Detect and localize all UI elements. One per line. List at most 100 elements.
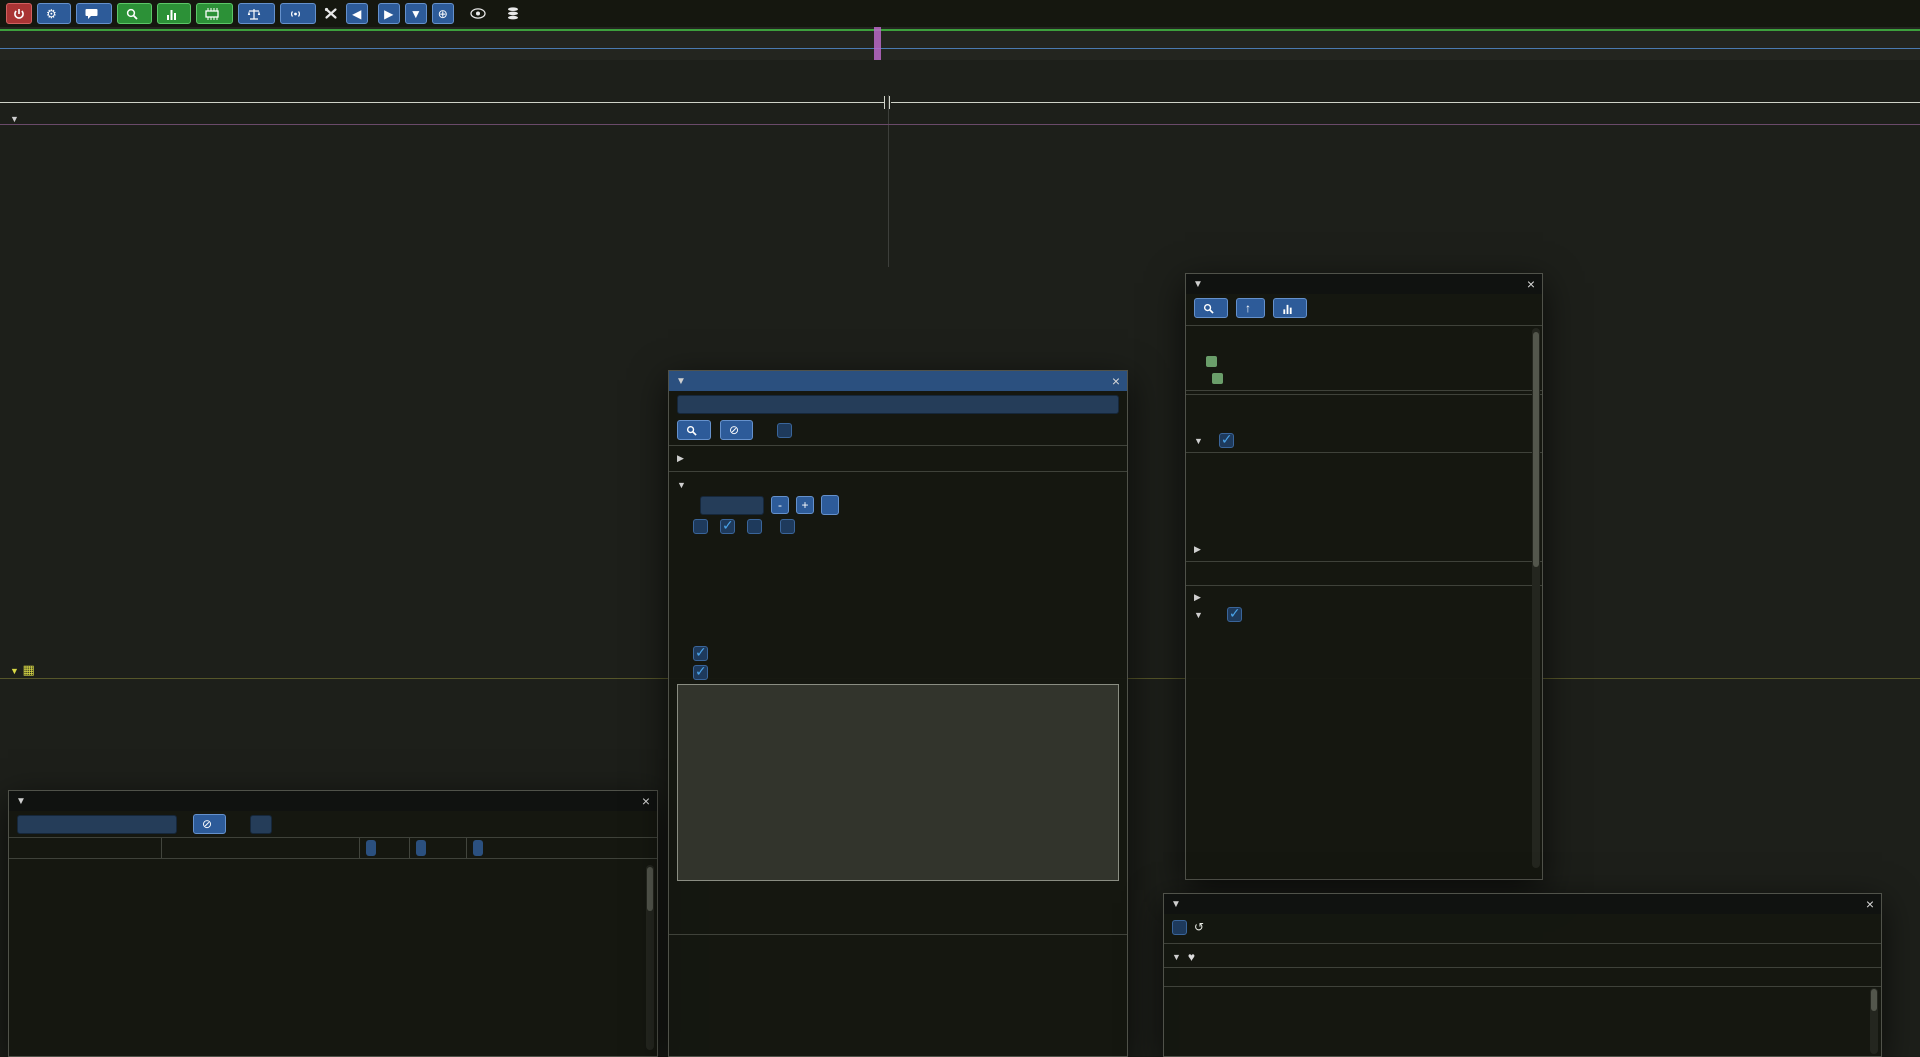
self-time-checkbox[interactable]	[780, 518, 795, 534]
zoom-to-zone-button[interactable]	[1194, 298, 1228, 318]
up-arrow-icon: ↑	[1245, 301, 1251, 315]
frame-overview-strip[interactable]	[0, 27, 1920, 60]
cumulate-time-checkbox[interactable]	[747, 518, 762, 534]
eye-icon	[470, 8, 486, 19]
zone-statistics-button[interactable]	[1273, 298, 1307, 318]
history-icon: ↺	[1194, 920, 1205, 934]
prev-frame-button[interactable]: ◀	[345, 3, 368, 24]
find-zone-titlebar[interactable]: ▼ ×	[669, 371, 1127, 391]
frame-dropdown-button[interactable]: ▼	[404, 3, 427, 24]
group-children-checkbox[interactable]	[1226, 606, 1242, 622]
zone-search-input[interactable]	[677, 395, 1119, 414]
increase-bin-button[interactable]: +	[796, 496, 814, 514]
zone-info-titlebar[interactable]: ▼ ×	[1186, 274, 1542, 294]
overview-average-line	[0, 48, 1920, 49]
time-relative-checkbox[interactable]	[1218, 432, 1234, 448]
statistics-window: ▼ × ⊘	[8, 790, 658, 1057]
find-button[interactable]	[677, 420, 711, 440]
min-bin-input[interactable]	[700, 495, 764, 515]
toolbar: ⚙ ◀ ▶ ▼ ⊕	[0, 0, 1920, 27]
power-button[interactable]	[6, 3, 32, 24]
database-icon	[507, 7, 519, 20]
ignore-case-checkbox[interactable]	[777, 422, 793, 438]
speech-bubble-icon	[85, 8, 98, 20]
overview-view-marker[interactable]	[874, 27, 881, 60]
show-avg-median-checkbox[interactable]	[693, 644, 708, 661]
options-button[interactable]: ⚙	[37, 3, 71, 24]
close-icon[interactable]: ×	[1865, 896, 1874, 912]
memory-scrollbar[interactable]	[1870, 988, 1878, 1054]
zone-info-window: ▼× ↑ ▼ ▶ ▶ ▼	[1185, 273, 1543, 880]
decrease-bin-button[interactable]: -	[771, 496, 789, 514]
gear-icon: ⚙	[46, 6, 57, 21]
zoom-icon	[1203, 303, 1214, 314]
memory-usage-header[interactable]: ▼ ▦	[10, 662, 35, 677]
clear-icon: ⊘	[202, 817, 213, 831]
sort-by-options	[669, 975, 1127, 994]
memory-chip-icon-small: ▦	[22, 662, 35, 677]
histogram-axis	[677, 883, 1119, 897]
messages-button[interactable]	[75, 3, 112, 24]
col-mtpc[interactable]	[466, 838, 546, 858]
median-time-swatch	[835, 648, 846, 659]
cpu-data-header[interactable]: ▼	[10, 114, 19, 124]
go-to-parent-button[interactable]: ↑	[1236, 298, 1265, 318]
close-icon[interactable]: ×	[641, 793, 650, 809]
bar-chart-icon	[1282, 303, 1293, 314]
zone-info-scrollbar[interactable]	[1532, 328, 1540, 868]
scales-icon	[247, 8, 261, 20]
find-zone-button[interactable]	[116, 3, 152, 24]
memory-titlebar[interactable]: ▼ ×	[1164, 894, 1881, 914]
restrict-time-checkbox[interactable]	[1172, 919, 1187, 935]
close-icon[interactable]: ×	[1111, 373, 1120, 389]
frame2-line	[891, 102, 1920, 103]
filter-input[interactable]	[17, 814, 177, 834]
location-color-swatch	[1206, 356, 1217, 367]
search-icon	[686, 425, 697, 436]
cpu-rule	[0, 124, 1920, 125]
memory-button[interactable]	[195, 3, 233, 24]
histogram-plot[interactable]	[677, 684, 1119, 881]
reset-button[interactable]	[821, 495, 839, 515]
close-icon[interactable]: ×	[1526, 276, 1535, 292]
group-by-options	[669, 956, 1127, 975]
clear-button[interactable]: ⊘	[720, 420, 754, 440]
cpu-usage-graph	[0, 126, 1920, 170]
average-time-swatch	[716, 648, 727, 659]
memory-window: ▼ × ↺ ▼ ♥	[1163, 893, 1882, 1057]
limit-checkbox[interactable]	[250, 814, 273, 834]
clear-filter-button[interactable]: ⊘	[193, 814, 227, 834]
frame-divider-tick	[884, 96, 885, 109]
frame-divider-tick	[889, 96, 890, 109]
signal-icon	[289, 8, 302, 20]
clear-icon: ⊘	[729, 423, 740, 437]
frame1-line	[0, 102, 884, 103]
power-icon	[13, 8, 25, 20]
col-counts[interactable]	[409, 838, 466, 858]
frame-boundary-line	[888, 95, 889, 267]
next-frame-button[interactable]: ▶	[377, 3, 400, 24]
memory-chip-icon	[205, 7, 219, 20]
statistics-button[interactable]	[156, 3, 191, 24]
show-group-checkbox[interactable]	[693, 663, 708, 680]
log-values-checkbox[interactable]	[693, 518, 708, 534]
group-median-swatch	[835, 667, 846, 678]
thread-color-swatch	[1212, 373, 1223, 384]
time-ruler[interactable]	[0, 60, 1920, 93]
statistics-scrollbar[interactable]	[646, 865, 654, 1050]
bar-chart-icon	[166, 8, 177, 20]
log-time-checkbox[interactable]	[720, 517, 735, 534]
col-location[interactable]	[161, 838, 359, 858]
statistics-titlebar[interactable]: ▼ ×	[9, 791, 657, 811]
find-zone-window: ▼ × ⊘ ▶ ▼ - +	[668, 370, 1128, 1057]
compare-button[interactable]	[237, 3, 275, 24]
tools-icon[interactable]	[324, 7, 338, 20]
crosshair-button[interactable]: ⊕	[431, 3, 454, 24]
heartbeat-icon: ♥	[1187, 950, 1196, 964]
info-button[interactable]	[279, 3, 316, 24]
col-total-time[interactable]	[359, 838, 409, 858]
group-average-swatch	[716, 667, 727, 678]
frame-bar[interactable]	[0, 93, 1920, 112]
search-icon	[126, 8, 138, 20]
